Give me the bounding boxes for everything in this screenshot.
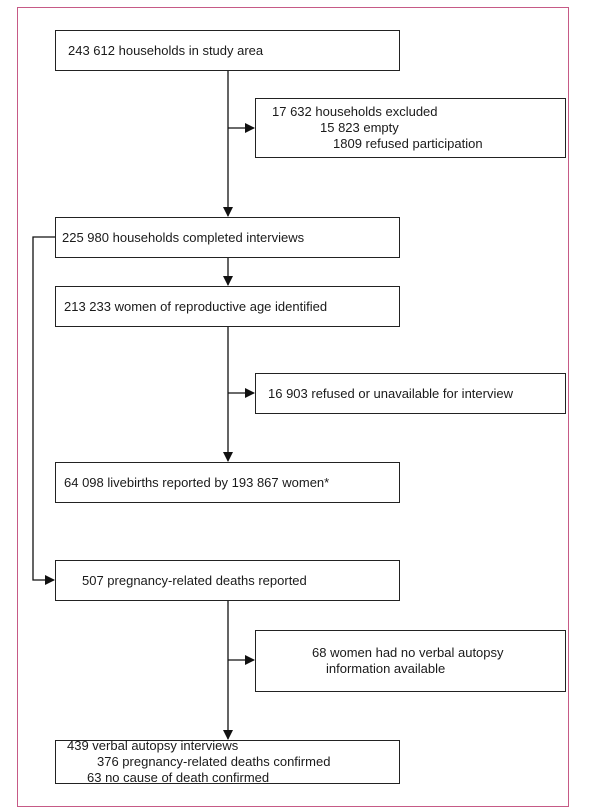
box-text: 225 980 households completed interviews	[62, 229, 305, 245]
box-text: 64 098 livebirths reported by 193 867 wo…	[64, 474, 330, 490]
box-text: 68 women had no verbal autopsy	[312, 645, 504, 660]
box: 507 pregnancy-related deaths reported	[55, 560, 400, 601]
box: 439 verbal autopsy interviews 376 pregna…	[55, 738, 400, 785]
box-text: 243 612 households in study area	[68, 42, 264, 58]
box-text: 17 632 households excluded	[272, 104, 438, 119]
box: 64 098 livebirths reported by 193 867 wo…	[55, 462, 400, 503]
box: 68 women had no verbal autopsy informati…	[255, 630, 566, 692]
box: 17 632 households excluded 15 823 empty …	[255, 98, 566, 158]
box-text: information available	[326, 661, 446, 676]
box-text: 439 verbal autopsy interviews	[67, 738, 239, 753]
box-text: 16 903 refused or unavailable for interv…	[268, 385, 513, 401]
box: 243 612 households in study area	[55, 30, 400, 71]
box-text: 507 pregnancy-related deaths reported	[82, 572, 307, 588]
box-text: 1809 refused participation	[333, 136, 483, 151]
box-text: 63 no cause of death confirmed	[87, 770, 270, 785]
box: 213 233 women of reproductive age identi…	[55, 286, 400, 327]
box: 225 980 households completed interviews	[55, 217, 400, 258]
box-text: 213 233 women of reproductive age identi…	[64, 298, 328, 314]
box-text: 376 pregnancy-related deaths confirmed	[97, 754, 331, 769]
arrow	[32, 236, 55, 585]
box-text: 15 823 empty	[320, 120, 399, 135]
box: 16 903 refused or unavailable for interv…	[255, 373, 566, 414]
